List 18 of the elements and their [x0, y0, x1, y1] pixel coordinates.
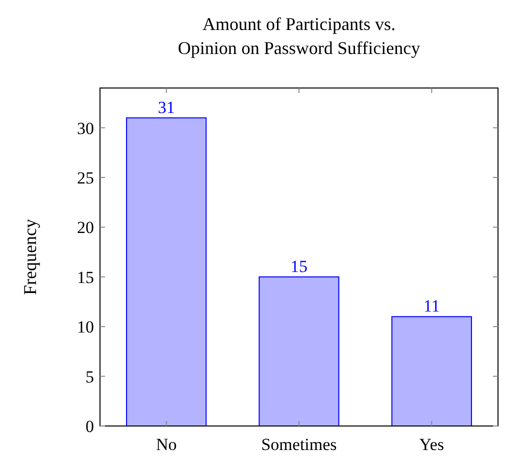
y-tick-label: 5	[86, 367, 94, 386]
x-tick-label: No	[156, 435, 177, 454]
x-tick-label: Sometimes	[261, 435, 337, 454]
y-axis-title: Frequency	[20, 219, 40, 295]
y-tick-label: 15	[77, 268, 94, 287]
chart-title: Amount of Participants vs. Opinion on Password Sufficiency	[178, 14, 420, 58]
x-tick-label: Yes	[419, 435, 444, 454]
y-tick-label: 10	[77, 318, 94, 337]
data-label: 31	[158, 98, 175, 117]
data-label: 11	[423, 296, 440, 316]
y-tick-label: 30	[77, 118, 94, 138]
bar	[391, 316, 472, 426]
data-label: 15	[290, 256, 308, 276]
y-tick-label: 25	[77, 168, 94, 188]
bar	[258, 276, 340, 426]
y-tick-label: 0	[86, 417, 94, 436]
y-tick-label: 20	[77, 218, 94, 238]
bar	[126, 117, 207, 426]
